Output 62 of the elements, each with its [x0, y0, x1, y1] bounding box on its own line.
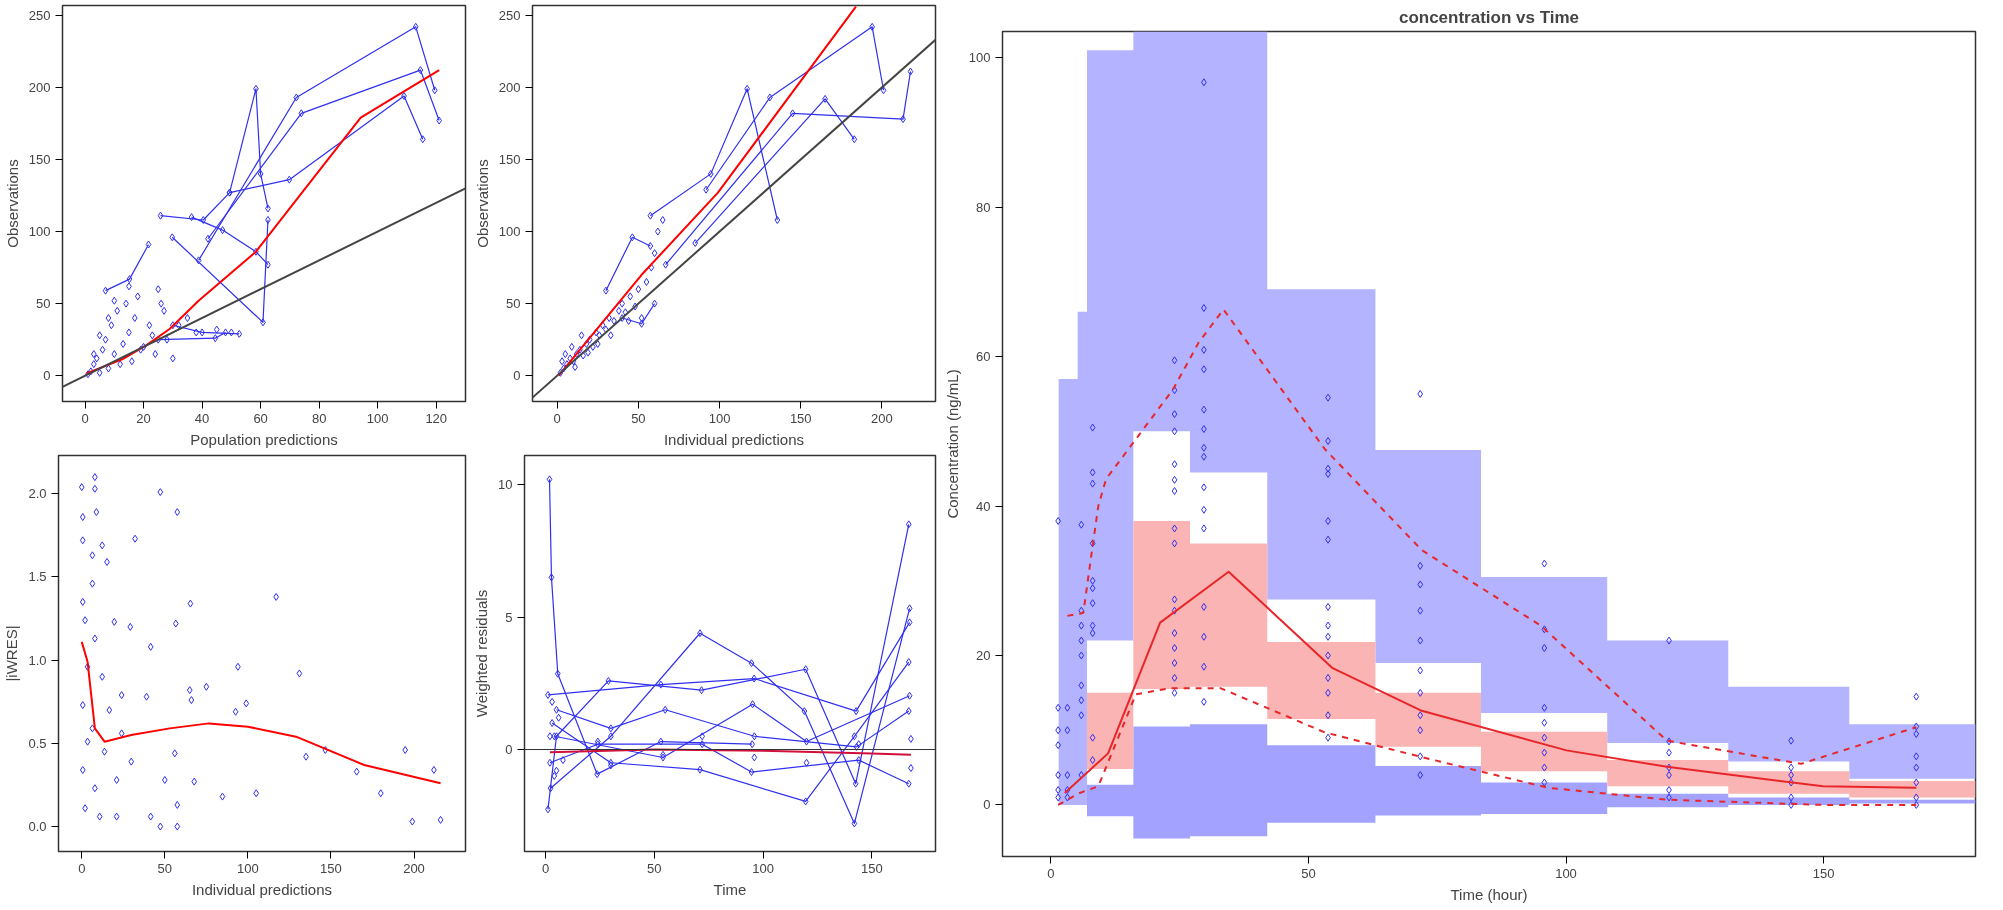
x-tick-label: 80: [311, 410, 327, 426]
x-tick-label: 120: [425, 410, 448, 426]
y-tick-label: 0: [43, 368, 51, 384]
x-tick-label: 100: [366, 410, 389, 426]
x-tick-label: 200: [403, 860, 425, 876]
y-axis-title: Weighted residuals: [473, 589, 491, 718]
x-tick-label: 0: [1047, 865, 1055, 881]
y-tick-label: 2.0: [28, 486, 47, 502]
x-tick-label: 100: [237, 860, 259, 876]
x-tick-label: 150: [1812, 865, 1835, 881]
y-axis-title: Observations: [473, 159, 491, 248]
y-tick-label: 80: [976, 199, 991, 215]
y-tick-label: 100: [28, 224, 51, 240]
x-tick-label: 40: [194, 410, 210, 426]
x-tick-label: 100: [1555, 865, 1577, 881]
y-tick-label: 50: [506, 296, 521, 312]
y-tick-label: 0.5: [28, 735, 47, 751]
y-tick-label: 0: [505, 742, 513, 758]
y-tick-label: 250: [28, 7, 51, 23]
y-tick-label: 40: [976, 498, 991, 514]
y-tick-label: 1.0: [28, 652, 47, 668]
y-tick-label: 1.5: [28, 569, 47, 585]
y-tick-label: 100: [968, 50, 991, 66]
y-tick-label: 250: [498, 7, 521, 23]
y-tick-label: 50: [36, 296, 51, 312]
y-tick-label: 0.0: [28, 819, 47, 835]
x-axis-title: Individual predictions: [191, 880, 333, 898]
x-tick-label: 150: [320, 860, 342, 876]
x-tick-label: 50: [631, 410, 646, 426]
x-tick-label: 50: [1301, 865, 1316, 881]
y-tick-label: 200: [498, 79, 521, 95]
x-tick-label: 100: [752, 860, 774, 876]
x-tick-label: 0: [81, 410, 89, 426]
y-axis-title: Concentration (ng/mL): [943, 369, 961, 519]
y-axis-title: |iWRES|: [3, 625, 21, 682]
x-tick-label: 50: [157, 860, 173, 876]
y-tick-label: 0: [513, 368, 521, 384]
x-tick-label: 150: [789, 410, 812, 426]
x-axis-title: Time: [713, 880, 747, 898]
y-axis-title: Observations: [3, 159, 21, 248]
y-tick-label: 60: [976, 349, 991, 365]
x-tick-label: 100: [708, 410, 731, 426]
y-tick-label: 5: [505, 609, 513, 625]
x-axis-title: Individual predictions: [663, 430, 805, 448]
y-tick-label: 0: [983, 797, 991, 813]
y-tick-label: 200: [28, 79, 51, 95]
x-tick-label: 0: [78, 860, 86, 876]
y-tick-label: 100: [498, 224, 521, 240]
x-tick-label: 0: [541, 860, 550, 876]
chart-title: concentration vs Time: [1398, 7, 1580, 27]
x-tick-label: 0: [553, 410, 561, 426]
x-tick-label: 20: [136, 410, 151, 426]
x-axis-title: Population predictions: [190, 430, 338, 448]
x-tick-label: 60: [253, 410, 268, 426]
y-tick-label: 150: [498, 151, 521, 167]
y-tick-label: 10: [498, 477, 513, 493]
x-tick-label: 50: [647, 860, 662, 876]
x-axis-title: Time (hour): [1450, 885, 1528, 903]
y-tick-label: 20: [976, 647, 991, 663]
y-tick-label: 150: [28, 151, 51, 167]
x-tick-label: 150: [860, 860, 883, 876]
x-tick-label: 200: [871, 410, 893, 426]
